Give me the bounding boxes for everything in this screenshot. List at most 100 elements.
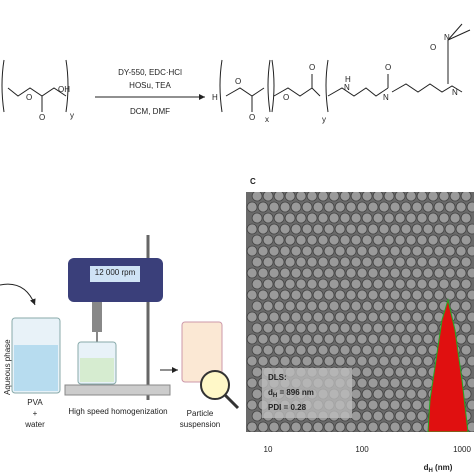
particle	[361, 234, 373, 246]
particle	[251, 212, 263, 224]
atom: O	[235, 77, 241, 86]
particle	[466, 355, 474, 367]
particle	[361, 322, 373, 334]
particle	[306, 278, 318, 290]
particle	[339, 256, 351, 268]
particle	[372, 278, 384, 290]
particle	[422, 289, 434, 301]
particle	[268, 355, 280, 367]
dls-dh: dH = 896 nm	[268, 388, 314, 399]
particle	[394, 212, 406, 224]
rpm-display: 12 000 rpm	[95, 268, 136, 277]
particle	[400, 399, 412, 411]
x-tick-label: 100	[355, 445, 369, 454]
particle	[268, 333, 280, 345]
particle	[246, 399, 258, 411]
particle	[367, 333, 379, 345]
particle	[284, 192, 296, 202]
particle	[279, 355, 291, 367]
particle	[422, 311, 434, 323]
particle	[466, 289, 474, 301]
particle	[268, 421, 280, 432]
particle	[312, 201, 324, 213]
atom: O	[249, 113, 255, 122]
particle	[301, 201, 313, 213]
particle	[323, 421, 335, 432]
particle	[246, 421, 258, 432]
particle	[290, 223, 302, 235]
particle-label: suspension	[180, 420, 220, 429]
particle	[400, 421, 412, 432]
particle	[345, 245, 357, 257]
particle	[284, 344, 296, 356]
particle	[383, 212, 395, 224]
particle	[444, 223, 456, 235]
particle	[251, 234, 263, 246]
particle	[361, 192, 373, 202]
particle	[356, 355, 368, 367]
particle	[284, 278, 296, 290]
particle	[356, 223, 368, 235]
particle	[411, 421, 423, 432]
particle	[400, 223, 412, 235]
atom: OH	[58, 85, 70, 94]
particle	[405, 192, 417, 202]
particle	[460, 344, 472, 356]
particle	[328, 212, 340, 224]
particle	[290, 245, 302, 257]
particle	[334, 333, 346, 345]
particle	[394, 256, 406, 268]
particle	[460, 234, 472, 246]
particle	[251, 344, 263, 356]
particle	[273, 278, 285, 290]
particle	[246, 355, 258, 367]
particle	[372, 300, 384, 312]
particle	[339, 212, 351, 224]
particle	[416, 388, 428, 400]
particle	[356, 421, 368, 432]
particle	[279, 245, 291, 257]
particle	[449, 278, 461, 290]
particle	[427, 234, 439, 246]
particle	[416, 344, 428, 356]
particle	[389, 289, 401, 301]
panel-label: C	[250, 177, 256, 186]
particle-label: Particle	[187, 409, 214, 418]
atom: N	[383, 93, 389, 102]
particle	[378, 333, 390, 345]
particle	[361, 212, 373, 224]
particle	[455, 289, 467, 301]
particle	[334, 289, 346, 301]
particle	[279, 421, 291, 432]
particle	[460, 192, 472, 202]
particle	[268, 223, 280, 235]
particle	[251, 322, 263, 334]
particle	[372, 322, 384, 334]
particle	[306, 344, 318, 356]
particle	[378, 267, 390, 279]
particle	[306, 192, 318, 202]
particle	[444, 267, 456, 279]
particle	[389, 311, 401, 323]
particle	[251, 410, 263, 422]
particle	[356, 377, 368, 389]
particle	[466, 201, 474, 213]
particle	[367, 355, 379, 367]
particle	[378, 377, 390, 389]
particle	[361, 300, 373, 312]
particle	[411, 377, 423, 389]
particle	[306, 322, 318, 334]
particle	[356, 289, 368, 301]
particle	[460, 300, 472, 312]
particle	[372, 234, 384, 246]
particle	[246, 311, 258, 323]
particle	[328, 192, 340, 202]
particle	[405, 366, 417, 378]
particle	[422, 201, 434, 213]
particle	[372, 366, 384, 378]
particle	[400, 267, 412, 279]
particle	[449, 212, 461, 224]
aqueous-label: Aqueous phase	[3, 339, 12, 395]
dls-box	[262, 368, 352, 418]
